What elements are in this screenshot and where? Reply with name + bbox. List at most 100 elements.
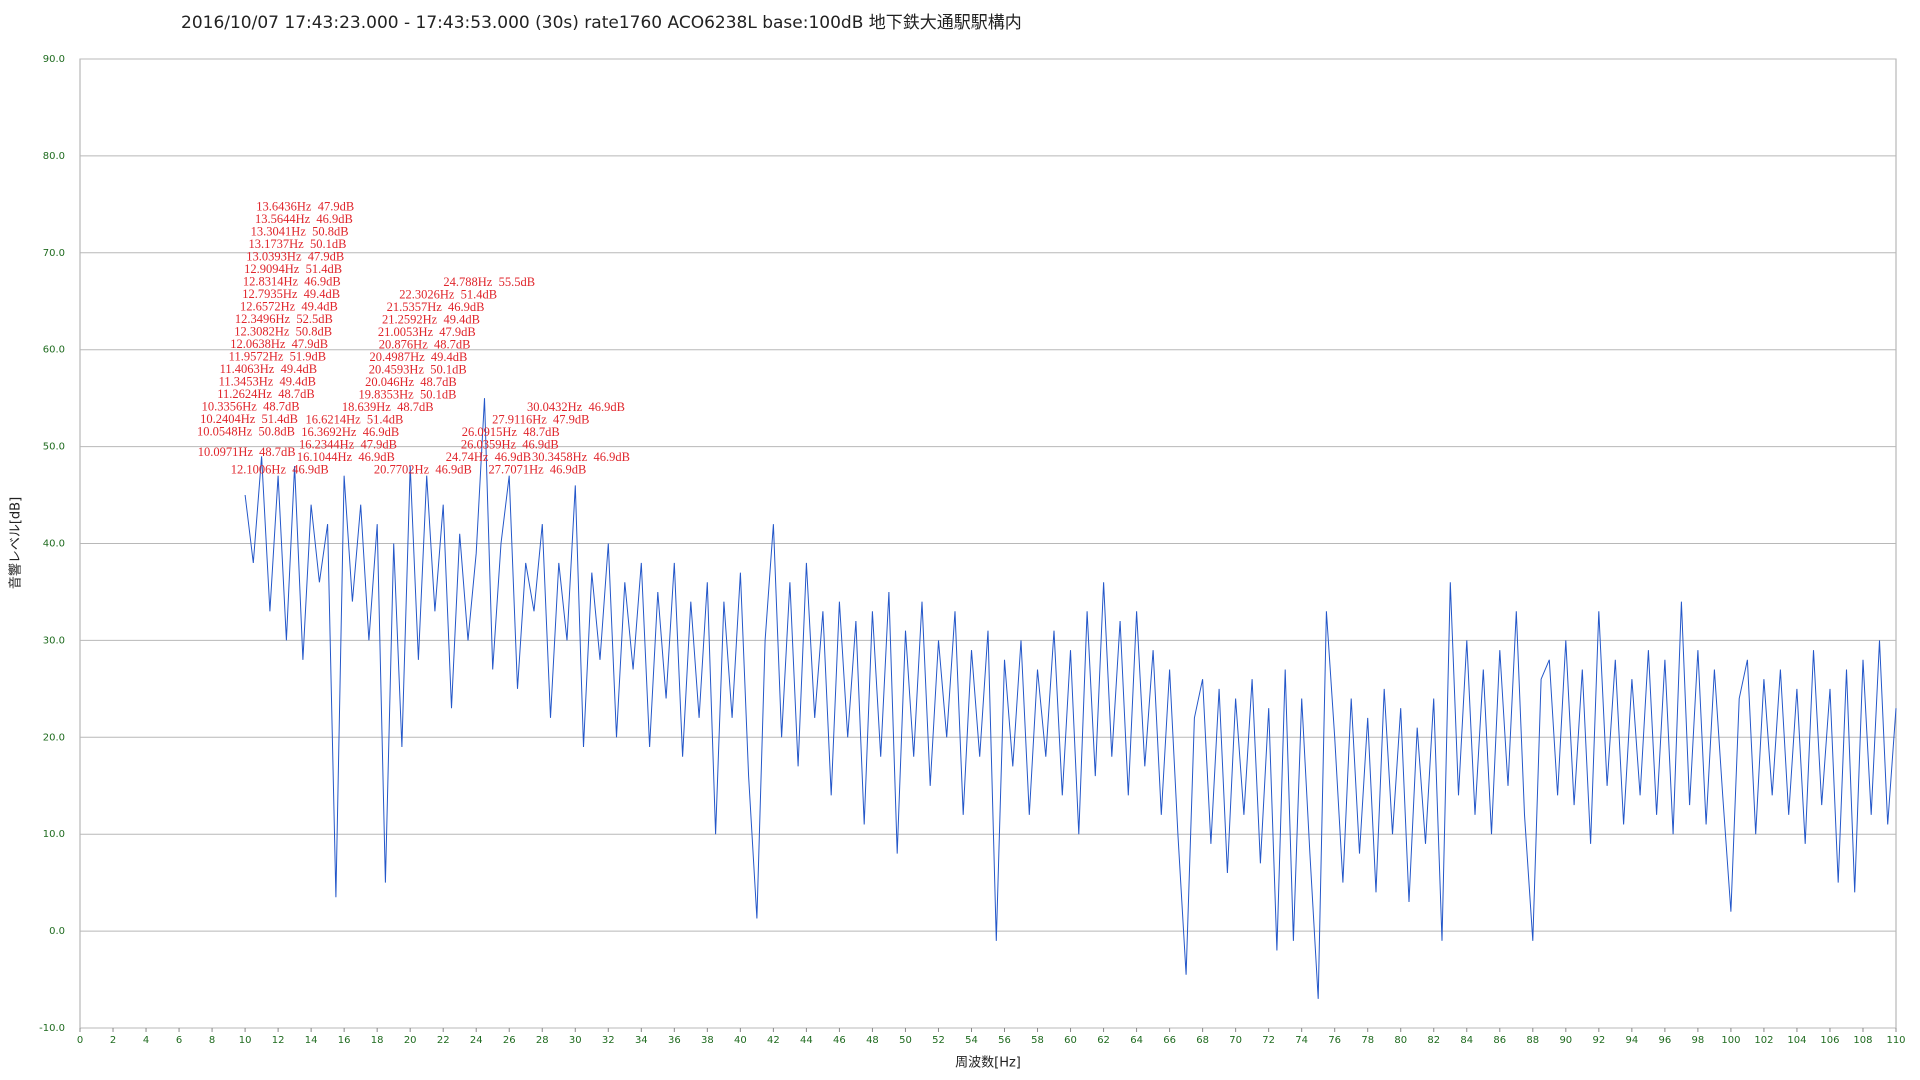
x-tick-label: 88 [1526, 1035, 1539, 1046]
y-tick-label: 20.0 [43, 732, 65, 743]
peak-annotation: 27.9116Hz 47.9dB [492, 413, 589, 427]
peak-annotation: 12.3496Hz 52.5dB [235, 312, 333, 326]
peak-annotation: 12.1006Hz 46.9dB [231, 463, 329, 477]
x-tick-label: 96 [1659, 1035, 1672, 1046]
peak-annotation: 13.3041Hz 50.8dB [251, 225, 349, 239]
x-tick-label: 36 [668, 1035, 681, 1046]
x-tick-label: 80 [1394, 1035, 1407, 1046]
y-axis-label: 音響レベル[dB] [8, 497, 24, 589]
peak-annotation: 11.2624Hz 48.7dB [217, 387, 314, 401]
x-tick-label: 94 [1625, 1035, 1638, 1046]
x-tick-label: 22 [437, 1035, 450, 1046]
x-tick-label: 48 [866, 1035, 879, 1046]
peak-annotation: 10.0548Hz 50.8dB [197, 425, 295, 439]
peak-annotation: 13.6436Hz 47.9dB [256, 200, 354, 214]
x-tick-label: 14 [305, 1035, 318, 1046]
peak-annotation: 12.7935Hz 49.4dB [242, 287, 340, 301]
x-tick-label: 68 [1196, 1035, 1209, 1046]
peak-annotation: 18.639Hz 48.7dB [342, 400, 434, 414]
x-tick-label: 90 [1559, 1035, 1572, 1046]
y-tick-label: 0.0 [49, 926, 65, 937]
x-tick-label: 32 [602, 1035, 615, 1046]
x-tick-label: 100 [1721, 1035, 1740, 1046]
x-tick-label: 64 [1130, 1035, 1143, 1046]
peak-annotation: 16.3692Hz 46.9dB [301, 425, 399, 439]
x-tick-label: 6 [176, 1035, 182, 1046]
x-tick-label: 74 [1295, 1035, 1308, 1046]
chart-title: 2016/10/07 17:43:23.000 - 17:43:53.000 (… [181, 13, 1022, 33]
peak-annotation: 16.1044Hz 46.9dB [297, 450, 395, 464]
x-tick-label: 60 [1064, 1035, 1077, 1046]
x-tick-label: 108 [1853, 1035, 1872, 1046]
x-tick-label: 70 [1229, 1035, 1242, 1046]
peak-annotation: 27.7071Hz 46.9dB [488, 463, 586, 477]
y-tick-label: 70.0 [43, 248, 65, 259]
y-tick-label: 40.0 [43, 539, 65, 550]
x-tick-label: 10 [239, 1035, 252, 1046]
peak-annotation: 30.3458Hz 46.9dB [532, 450, 630, 464]
peak-annotation: 13.1737Hz 50.1dB [249, 237, 347, 251]
peak-annotation: 11.4063Hz 49.4dB [220, 362, 317, 376]
peak-annotation: 20.7702Hz 46.9dB [374, 463, 472, 477]
peak-annotation: 20.876Hz 48.7dB [379, 338, 471, 352]
peak-annotation: 30.0432Hz 46.9dB [527, 400, 625, 414]
x-tick-label: 72 [1262, 1035, 1275, 1046]
x-tick-label: 110 [1886, 1035, 1905, 1046]
x-tick-label: 92 [1592, 1035, 1605, 1046]
x-tick-label: 104 [1787, 1035, 1806, 1046]
x-tick-label: 0 [77, 1035, 83, 1046]
x-tick-label: 52 [932, 1035, 945, 1046]
x-tick-label: 44 [800, 1035, 813, 1046]
y-tick-label: 50.0 [43, 442, 65, 453]
x-tick-label: 54 [965, 1035, 978, 1046]
peak-annotation: 12.8314Hz 46.9dB [243, 275, 341, 289]
peak-annotation: 21.0053Hz 47.9dB [378, 325, 476, 339]
x-tick-label: 40 [734, 1035, 747, 1046]
peak-annotation: 24.788Hz 55.5dB [443, 275, 535, 289]
y-tick-label: 80.0 [43, 151, 65, 162]
peak-annotation: 10.0971Hz 48.7dB [198, 445, 296, 459]
x-tick-label: 16 [338, 1035, 351, 1046]
x-tick-label: 98 [1692, 1035, 1705, 1046]
peak-annotation: 20.4593Hz 50.1dB [369, 363, 467, 377]
peak-annotation: 13.0393Hz 47.9dB [246, 250, 344, 264]
x-tick-label: 24 [470, 1035, 483, 1046]
x-tick-label: 34 [635, 1035, 648, 1046]
x-tick-label: 58 [1031, 1035, 1044, 1046]
x-tick-label: 42 [767, 1035, 780, 1046]
x-tick-label: 86 [1493, 1035, 1506, 1046]
peak-annotation: 10.2404Hz 51.4dB [200, 412, 298, 426]
x-tick-label: 4 [143, 1035, 149, 1046]
x-tick-label: 76 [1328, 1035, 1341, 1046]
x-tick-label: 66 [1163, 1035, 1176, 1046]
x-tick-label: 26 [503, 1035, 516, 1046]
peak-annotation: 10.3356Hz 48.7dB [202, 400, 300, 414]
y-tick-label: 10.0 [43, 829, 65, 840]
x-tick-label: 38 [701, 1035, 714, 1046]
peak-annotation: 22.3026Hz 51.4dB [399, 288, 497, 302]
x-tick-label: 46 [833, 1035, 846, 1046]
x-axis-label: 周波数[Hz] [955, 1056, 1021, 1071]
x-tick-label: 8 [209, 1035, 215, 1046]
y-tick-label: 60.0 [43, 345, 65, 356]
x-tick-label: 12 [272, 1035, 285, 1046]
peak-annotation: 12.6572Hz 49.4dB [240, 300, 338, 314]
peak-annotation: 16.6214Hz 51.4dB [305, 413, 403, 427]
x-tick-label: 50 [899, 1035, 912, 1046]
x-tick-label: 28 [536, 1035, 549, 1046]
x-tick-label: 30 [569, 1035, 582, 1046]
peak-annotation: 12.9094Hz 51.4dB [244, 262, 342, 276]
peak-annotation: 21.5357Hz 46.9dB [387, 300, 485, 314]
peak-annotation: 12.0638Hz 47.9dB [230, 337, 328, 351]
peak-annotation: 11.9572Hz 51.9dB [229, 350, 326, 364]
x-tick-label: 102 [1754, 1035, 1773, 1046]
x-tick-label: 56 [998, 1035, 1011, 1046]
x-tick-label: 18 [371, 1035, 384, 1046]
x-tick-label: 84 [1460, 1035, 1473, 1046]
peak-annotation: 12.3082Hz 50.8dB [234, 325, 332, 339]
x-tick-label: 2 [110, 1035, 116, 1046]
spectrum-line [244, 398, 1897, 999]
peak-annotation: 11.3453Hz 49.4dB [219, 375, 316, 389]
peak-annotation: 21.2592Hz 49.4dB [382, 313, 480, 327]
